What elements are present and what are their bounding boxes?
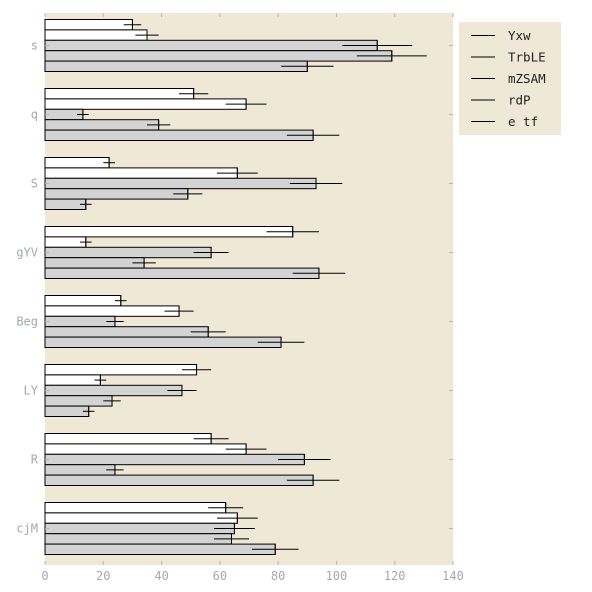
bar-q-Yxw xyxy=(44,88,195,100)
bar-R-mZSAM xyxy=(44,453,305,466)
bar-q-TrbLE xyxy=(44,98,247,110)
bar-Beg-rdP xyxy=(44,326,209,338)
legend-label: TrbLE xyxy=(508,50,546,65)
bar-S-TrbLE xyxy=(44,167,238,179)
x-tick-label: 120 xyxy=(384,569,406,583)
y-tick-label: LY xyxy=(24,384,39,398)
x-tick-label: 20 xyxy=(96,569,110,583)
bar-LY-e-tf xyxy=(44,405,90,418)
legend-label: rdP xyxy=(508,93,531,108)
bar-R-e-tf xyxy=(44,474,314,487)
y-tick-label: R xyxy=(31,453,39,467)
bar-cjM-TrbLE xyxy=(44,512,238,524)
bar-cjM-mZSAM xyxy=(44,522,235,535)
bar-S-mZSAM xyxy=(44,177,317,190)
bar-gYV-mZSAM xyxy=(44,246,212,259)
x-tick-label: 0 xyxy=(41,569,48,583)
bar-Beg-e-tf xyxy=(44,336,282,349)
legend-label: e tf xyxy=(508,114,538,129)
bar-R-rdP xyxy=(44,464,116,476)
y-tick-label: S xyxy=(31,177,38,191)
bar-cjM-e-tf xyxy=(44,543,276,555)
legend-label: Yxw xyxy=(508,28,531,43)
x-tick-label: 100 xyxy=(326,569,348,583)
bar-q-rdP xyxy=(44,119,160,131)
y-tick-label: q xyxy=(31,108,38,122)
bars-layer xyxy=(44,19,427,555)
bar-LY-mZSAM xyxy=(44,384,183,397)
bar-S-Yxw xyxy=(44,157,110,169)
bar-gYV-rdP xyxy=(44,257,145,269)
bar-LY-TrbLE xyxy=(44,374,101,386)
x-tick-label: 60 xyxy=(213,569,227,583)
bar-Beg-TrbLE xyxy=(44,305,180,317)
x-tick-label: 140 xyxy=(442,569,464,583)
bar-Beg-Yxw xyxy=(44,295,122,307)
bar-Beg-mZSAM xyxy=(44,315,116,328)
bar-cjM-Yxw xyxy=(44,502,227,514)
y-tick-label: s xyxy=(31,39,38,53)
bar-q-e-tf xyxy=(44,129,314,142)
bar-s-mZSAM xyxy=(44,39,378,52)
bar-S-e-tf xyxy=(44,198,87,211)
bar-s-Yxw xyxy=(44,19,133,31)
bar-R-TrbLE xyxy=(44,443,247,455)
legend: Yxw TrbLE mZSAM rdP e tf xyxy=(459,22,561,135)
y-tick-label: gYV xyxy=(16,246,38,260)
bar-gYV-Yxw xyxy=(44,226,294,238)
bar-gYV-TrbLE xyxy=(44,236,87,248)
bar-s-e-tf xyxy=(44,60,308,72)
bar-LY-rdP xyxy=(44,395,113,407)
y-tick-label: cjM xyxy=(16,522,38,536)
bar-LY-Yxw xyxy=(44,364,198,376)
bar-s-TrbLE xyxy=(44,29,148,41)
x-tick-label: 80 xyxy=(271,569,285,583)
bar-cjM-rdP xyxy=(44,533,233,545)
bar-S-rdP xyxy=(44,188,189,200)
bar-gYV-e-tf xyxy=(44,267,320,280)
x-tick-label: 40 xyxy=(154,569,168,583)
bar-R-Yxw xyxy=(44,433,212,445)
bar-s-rdP xyxy=(44,50,393,62)
legend-label: mZSAM xyxy=(508,71,546,86)
y-tick-label: Beg xyxy=(16,315,38,329)
